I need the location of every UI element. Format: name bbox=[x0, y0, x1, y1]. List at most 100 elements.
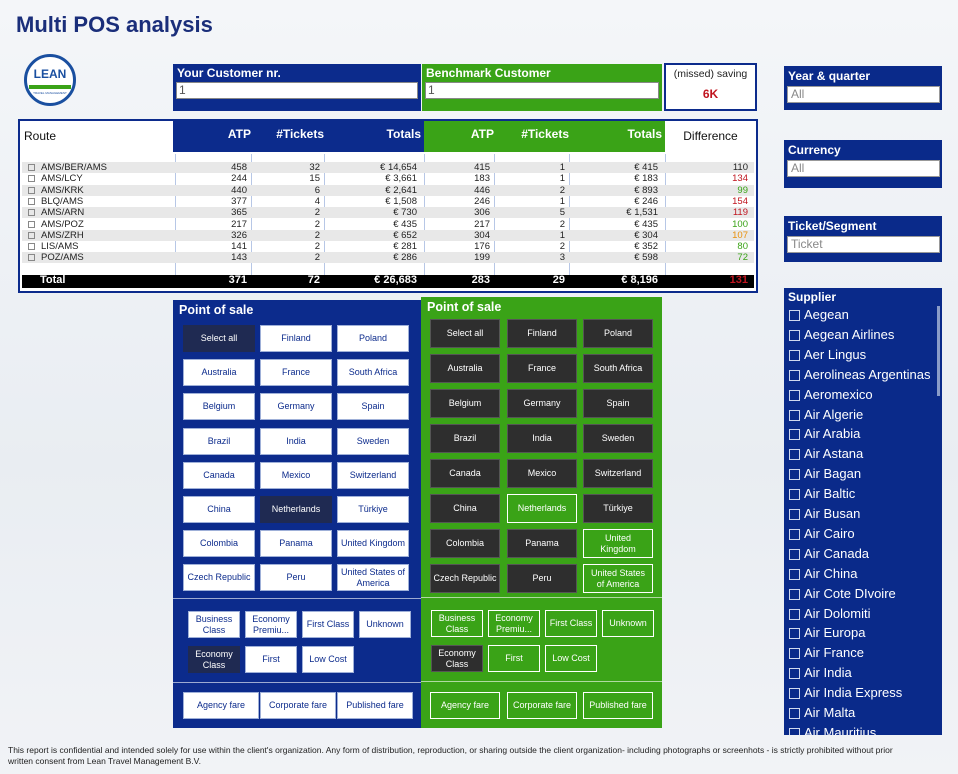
country-button[interactable]: Belgium bbox=[430, 389, 500, 418]
checkbox[interactable] bbox=[789, 727, 800, 735]
country-button[interactable]: South Africa bbox=[583, 354, 653, 383]
country-button[interactable]: Switzerland bbox=[337, 461, 409, 489]
country-button[interactable]: Brazil bbox=[430, 424, 500, 453]
slicer-dropdown[interactable]: All bbox=[787, 160, 940, 177]
cabin-button[interactable]: Unknown bbox=[359, 611, 411, 638]
country-button[interactable]: Mexico bbox=[507, 459, 577, 488]
dropdown[interactable]: 1 bbox=[425, 82, 659, 99]
country-button[interactable]: Spain bbox=[583, 389, 653, 418]
checkbox[interactable] bbox=[789, 708, 800, 719]
cabin-button[interactable]: Economy Class bbox=[431, 645, 483, 672]
checkbox[interactable] bbox=[789, 489, 800, 501]
checkbox[interactable] bbox=[789, 528, 800, 540]
supplier-item[interactable]: Air Dolomiti bbox=[804, 605, 871, 621]
checkbox[interactable] bbox=[789, 608, 800, 620]
country-button[interactable]: Brazil bbox=[183, 427, 255, 455]
supplier-item[interactable]: Air Europa bbox=[804, 625, 866, 641]
country-button[interactable]: Belgium bbox=[183, 393, 255, 421]
expand-icon[interactable] bbox=[28, 231, 35, 239]
supplier-item[interactable]: Air Mauritius bbox=[804, 724, 877, 735]
supplier-item[interactable]: Aegean Airlines bbox=[804, 326, 895, 342]
cabin-button[interactable]: Economy Premiu... bbox=[488, 610, 540, 637]
country-button[interactable]: Spain bbox=[337, 393, 409, 421]
country-button[interactable]: Germany bbox=[260, 393, 332, 421]
checkbox[interactable] bbox=[789, 568, 800, 580]
country-button[interactable]: Sweden bbox=[337, 427, 409, 455]
checkbox[interactable] bbox=[789, 409, 800, 421]
country-button[interactable]: South Africa bbox=[337, 359, 409, 387]
slicer-dropdown[interactable]: All bbox=[787, 86, 940, 103]
expand-icon[interactable] bbox=[28, 220, 35, 228]
supplier-item[interactable]: Air Cairo bbox=[804, 525, 855, 541]
supplier-item[interactable]: Air India Express bbox=[804, 685, 903, 701]
supplier-item[interactable]: Aegean bbox=[804, 307, 849, 322]
checkbox[interactable] bbox=[789, 329, 800, 341]
checkbox[interactable] bbox=[789, 449, 800, 461]
checkbox[interactable] bbox=[789, 429, 800, 441]
country-button[interactable]: Czech Republic bbox=[430, 564, 500, 593]
country-button[interactable]: Australia bbox=[430, 354, 500, 383]
expand-icon[interactable] bbox=[28, 254, 35, 262]
supplier-item[interactable]: Aer Lingus bbox=[804, 346, 867, 362]
fare-button[interactable]: Agency fare bbox=[183, 692, 259, 719]
country-button[interactable]: Colombia bbox=[430, 529, 500, 558]
expand-icon[interactable] bbox=[28, 209, 35, 217]
country-button[interactable]: China bbox=[183, 496, 255, 523]
country-button[interactable]: Select all bbox=[183, 325, 255, 352]
cabin-button[interactable]: First bbox=[488, 645, 540, 672]
cabin-button[interactable]: Unknown bbox=[602, 610, 654, 637]
country-button[interactable]: Peru bbox=[260, 564, 332, 592]
cabin-button[interactable]: Business Class bbox=[431, 610, 483, 637]
slicer-dropdown[interactable]: Ticket bbox=[787, 236, 940, 253]
country-button[interactable]: Peru bbox=[507, 564, 577, 593]
checkbox[interactable] bbox=[789, 588, 800, 600]
country-button[interactable]: Australia bbox=[183, 359, 255, 387]
country-button[interactable]: Panama bbox=[507, 529, 577, 558]
supplier-item[interactable]: Aeromexico bbox=[804, 386, 873, 402]
expand-icon[interactable] bbox=[28, 197, 35, 205]
country-button[interactable]: Germany bbox=[507, 389, 577, 418]
checkbox[interactable] bbox=[789, 369, 800, 381]
checkbox[interactable] bbox=[789, 310, 800, 321]
country-button[interactable]: Colombia bbox=[183, 530, 255, 558]
expand-icon[interactable] bbox=[28, 175, 35, 183]
cabin-button[interactable]: Economy Class bbox=[188, 646, 240, 673]
country-button[interactable]: India bbox=[507, 424, 577, 453]
country-button[interactable]: France bbox=[507, 354, 577, 383]
expand-icon[interactable] bbox=[28, 243, 35, 251]
fare-button[interactable]: Published fare bbox=[583, 692, 653, 719]
fare-button[interactable]: Published fare bbox=[337, 692, 413, 719]
supplier-item[interactable]: Air Busan bbox=[804, 506, 861, 521]
checkbox[interactable] bbox=[789, 349, 800, 361]
cabin-button[interactable]: Economy Premiu... bbox=[245, 611, 297, 638]
supplier-item[interactable]: Air Baltic bbox=[804, 486, 856, 502]
expand-icon[interactable] bbox=[28, 186, 35, 194]
country-button[interactable]: Netherlands bbox=[507, 494, 577, 523]
cabin-button[interactable]: Low Cost bbox=[302, 646, 354, 673]
country-button[interactable]: Türkiye bbox=[583, 494, 653, 523]
country-button[interactable]: Select all bbox=[430, 319, 500, 348]
cabin-button[interactable]: First bbox=[245, 646, 297, 673]
checkbox[interactable] bbox=[789, 668, 800, 680]
cabin-button[interactable]: First Class bbox=[302, 611, 354, 638]
fare-button[interactable]: Corporate fare bbox=[260, 692, 336, 719]
country-button[interactable]: Finland bbox=[260, 325, 332, 352]
country-button[interactable]: India bbox=[260, 427, 332, 455]
country-button[interactable]: Panama bbox=[260, 530, 332, 558]
cabin-button[interactable]: Business Class bbox=[188, 611, 240, 638]
country-button[interactable]: Canada bbox=[430, 459, 500, 488]
checkbox[interactable] bbox=[789, 548, 800, 560]
country-button[interactable]: Poland bbox=[337, 325, 409, 352]
supplier-item[interactable]: Air India bbox=[804, 665, 852, 681]
checkbox[interactable] bbox=[789, 628, 800, 640]
checkbox[interactable] bbox=[789, 648, 800, 660]
country-button[interactable]: Mexico bbox=[260, 461, 332, 489]
cabin-button[interactable]: Low Cost bbox=[545, 645, 597, 672]
checkbox[interactable] bbox=[789, 509, 800, 520]
fare-button[interactable]: Agency fare bbox=[430, 692, 500, 719]
supplier-item[interactable]: Air Algerie bbox=[804, 406, 864, 422]
country-button[interactable]: Türkiye bbox=[337, 496, 409, 523]
country-button[interactable]: Poland bbox=[583, 319, 653, 348]
country-button[interactable]: Sweden bbox=[583, 424, 653, 453]
supplier-item[interactable]: Air France bbox=[804, 645, 864, 661]
